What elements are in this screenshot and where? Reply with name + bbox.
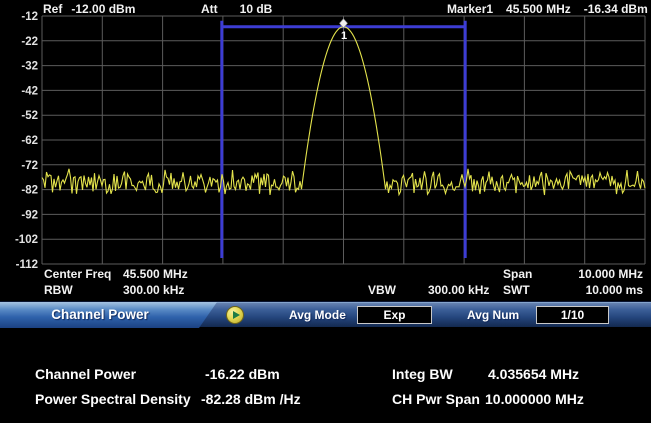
att-value: 10 dB (239, 2, 273, 16)
ref-value: -12.00 dBm (71, 2, 136, 16)
y-axis-tick-label: -52 (21, 110, 38, 122)
marker-level-value: -16.34 dBm (583, 2, 648, 16)
marker-diamond-icon (339, 18, 348, 29)
center-freq-value: 45.500 MHz (123, 267, 188, 281)
menu-title: Channel Power (51, 307, 149, 322)
spectrum-plot: -12 -22 -32 -42 -52 -62 -72 -82 -92 -102 -112 1 (15, 11, 646, 271)
avg-num-label: Avg Num (467, 308, 520, 322)
vbw-label: VBW (368, 283, 396, 297)
marker-label: Marker1 (447, 2, 494, 16)
rbw-label: RBW (44, 283, 73, 297)
y-axis-tick-label: -92 (21, 209, 38, 221)
y-axis-tick-label: -12 (21, 11, 38, 23)
y-axis-tick-label: -42 (21, 85, 38, 97)
avg-mode-value-box[interactable]: Exp (357, 306, 432, 324)
marker-readout: Marker1 45.500 MHz -16.34 dBm (447, 2, 648, 16)
swt-label: SWT (503, 283, 530, 297)
att-label: Att (201, 2, 218, 16)
ref-level-readout: Ref -12.00 dBm (43, 2, 135, 16)
y-axis-tick-label: -112 (16, 259, 38, 271)
y-axis-tick-label: -72 (21, 160, 38, 172)
ch-pwr-span-value: 10.000000 MHz (485, 391, 584, 407)
function-menu-bar: Channel Power Avg Mode Exp Avg Num 1/10 (0, 301, 651, 327)
y-axis-tick-label: -32 (21, 61, 38, 73)
center-freq-label: Center Freq (44, 267, 112, 281)
marker-number-label: 1 (341, 30, 347, 42)
freq-annotation-row: Center Freq 45.500 MHz Span 10.000 MHz (0, 267, 651, 281)
avg-mode-label: Avg Mode (289, 308, 346, 322)
span-label: Span (503, 267, 533, 281)
ch-pwr-span-label: CH Pwr Span (392, 391, 480, 407)
y-axis-tick-label: -22 (21, 36, 38, 48)
y-axis-tick-label: -82 (21, 185, 38, 197)
span-value: 10.000 MHz (578, 267, 643, 281)
attenuation-readout: Att 10 dB (201, 2, 272, 16)
rbw-value: 300.00 kHz (123, 283, 185, 297)
channel-power-label: Channel Power (35, 366, 137, 382)
bw-annotation-row: RBW 300.00 kHz VBW 300.00 kHz SWT 10.000… (0, 283, 651, 297)
psd-label: Power Spectral Density (35, 391, 191, 407)
y-axis-tick-label: -102 (15, 234, 38, 246)
swt-value: 10.000 ms (585, 283, 643, 297)
channel-power-value: -16.22 dBm (205, 366, 280, 382)
psd-value: -82.28 dBm /Hz (201, 391, 301, 407)
vbw-value: 300.00 kHz (428, 283, 490, 297)
ref-label: Ref (43, 2, 63, 16)
avg-num-value-box[interactable]: 1/10 (536, 306, 609, 324)
y-axis-tick-label: -62 (21, 135, 38, 147)
integ-bw-label: Integ BW (392, 366, 453, 382)
integ-bw-value: 4.035654 MHz (488, 366, 580, 382)
menu-title-section (0, 302, 217, 328)
marker-freq-value: 45.500 MHz (506, 2, 571, 16)
play-icon[interactable] (226, 306, 244, 324)
